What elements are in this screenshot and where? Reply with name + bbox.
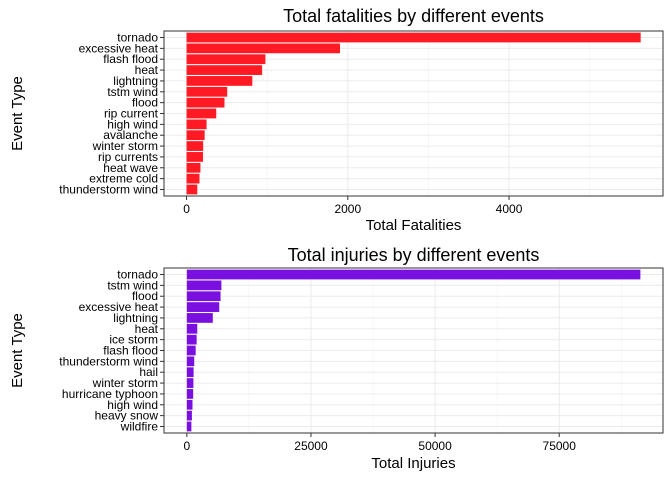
injury-x-tick-label: 75000 — [543, 439, 577, 453]
fatal-bar — [186, 65, 263, 75]
injury-category-label: tornado — [117, 268, 158, 282]
injury-bar — [186, 291, 221, 302]
injury-bar — [186, 269, 641, 280]
injury-bar — [186, 334, 197, 345]
fatal-category-label: winter storm — [92, 139, 158, 153]
fatal-x-axis-title: Total Fatalities — [366, 217, 462, 234]
fatal-category-label: tornado — [117, 31, 158, 45]
fatal-category-label: thunderstorm wind — [59, 182, 158, 196]
fatal-bar — [186, 119, 207, 130]
fatal-bar — [186, 97, 225, 108]
fatal-category-label: rip current — [104, 107, 159, 121]
injury-bar — [186, 280, 222, 291]
fatal-x-tick-label: 2000 — [334, 202, 361, 216]
fatal-category-label: extreme cold — [89, 172, 158, 186]
injury-category-label: flood — [132, 289, 158, 303]
injury-category-label: tstm wind — [107, 278, 158, 292]
injury-chart-title: Total injuries by different events — [288, 245, 540, 265]
fatal-category-label: high wind — [107, 117, 158, 131]
injury-bar — [186, 356, 195, 367]
fatal-bar — [186, 141, 204, 151]
injury-bar — [186, 323, 198, 334]
injury-bar — [186, 313, 213, 323]
injury-category-label: wildfire — [120, 419, 159, 433]
injury-x-axis-title: Total Injuries — [371, 455, 455, 472]
injury-y-axis-title: Event Type — [9, 313, 26, 388]
fatal-bar — [186, 76, 253, 86]
fatal-bar — [186, 108, 217, 119]
fatal-category-label: heat — [135, 63, 159, 77]
injury-bar — [186, 421, 192, 432]
injury-category-label: winter storm — [92, 376, 158, 390]
injury-category-label: high wind — [107, 398, 158, 412]
fatal-x-tick-label: 4000 — [496, 202, 523, 216]
fatal-category-label: flash flood — [103, 52, 158, 66]
injury-bar — [186, 410, 192, 421]
injury-category-label: hurricane typhoon — [62, 387, 158, 401]
injury-category-label: excessive heat — [79, 300, 159, 314]
injury-bar — [186, 378, 194, 388]
injury-category-label: flash flood — [103, 344, 158, 358]
injury-category-label: lightning — [113, 311, 158, 325]
injury-category-label: heavy snow — [95, 409, 159, 423]
injury-category-label: heat — [135, 322, 159, 336]
fatal-y-axis-title: Event Type — [9, 76, 26, 151]
fatal-bar — [186, 32, 641, 43]
fatal-bar — [186, 130, 205, 141]
injury-category-label: ice storm — [109, 333, 158, 347]
injury-bar — [186, 389, 194, 399]
injury-bar — [186, 302, 220, 312]
fatal-category-label: rip currents — [98, 150, 158, 164]
injury-bar — [186, 399, 193, 410]
fatal-bar — [186, 173, 200, 184]
injury-bar — [186, 345, 196, 356]
fatal-bar — [186, 162, 201, 173]
fatal-bar — [186, 43, 340, 54]
fatal-category-label: tstm wind — [107, 85, 158, 99]
injury-x-tick-label: 50000 — [418, 439, 452, 453]
fatal-x-tick-label: 0 — [183, 202, 190, 216]
injury-x-tick-label: 0 — [183, 439, 190, 453]
fatal-category-label: avalanche — [103, 128, 158, 142]
fatal-bar — [186, 54, 266, 65]
injury-category-label: thunderstorm wind — [59, 354, 158, 368]
fatal-chart-title: Total fatalities by different events — [283, 6, 544, 26]
fatal-bar — [186, 184, 198, 195]
injury-x-tick-label: 25000 — [294, 439, 328, 453]
fatal-category-label: heat wave — [103, 161, 158, 175]
injury-category-label: hail — [139, 365, 158, 379]
fatal-category-label: lightning — [113, 74, 158, 88]
fatal-bar — [186, 152, 204, 162]
fatal-bar — [186, 86, 228, 97]
injury-bar — [186, 367, 194, 378]
fatal-category-label: excessive heat — [79, 41, 159, 55]
fatal-category-label: flood — [132, 96, 158, 110]
